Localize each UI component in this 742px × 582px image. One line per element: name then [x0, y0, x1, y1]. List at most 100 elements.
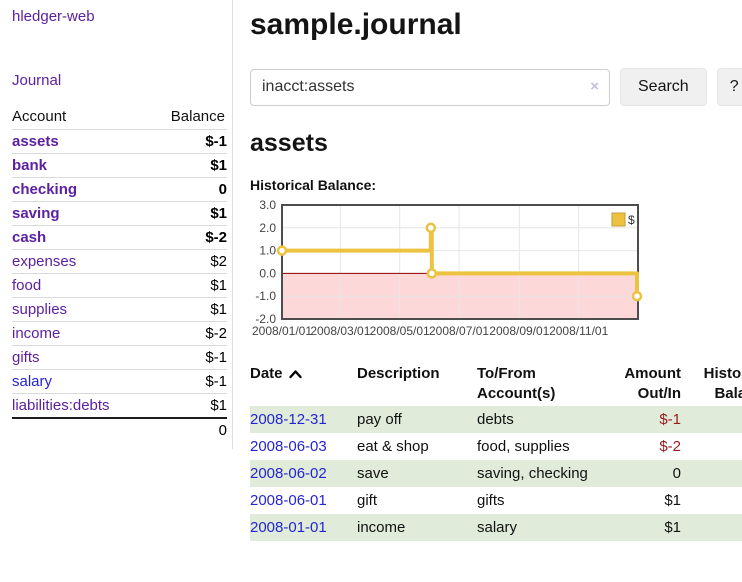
journal-nav-row: Journal: [12, 72, 232, 90]
transaction-amount-cell: $1: [664, 492, 681, 509]
transaction-date-cell: 2008-06-01: [250, 487, 357, 514]
sidebar-account-link[interactable]: cash: [12, 229, 47, 246]
transaction-amount-cell: 0: [672, 465, 681, 482]
account-row: expenses $2: [12, 249, 227, 274]
account-balance: 0: [148, 177, 227, 202]
transaction-date-link[interactable]: 2008-06-02: [250, 465, 327, 482]
search-form: × Search ?: [250, 68, 742, 106]
account-row: food $1: [12, 273, 227, 298]
sidebar-item-journal[interactable]: Journal: [12, 72, 62, 89]
transaction-description-cell: income: [357, 519, 406, 536]
transaction-description-cell: eat & shop: [357, 438, 429, 455]
accounts-balance-table: Account Balance assets $-1 bank $1 checking 0…: [12, 105, 227, 442]
transaction-balance-cell: $1: [683, 514, 742, 541]
sidebar-account-link[interactable]: checking: [12, 181, 78, 198]
accounts-total-row: 0: [12, 417, 227, 442]
transaction-row[interactable]: 2008-06-03 eat & shop food, supplies $-20: [250, 433, 742, 460]
sidebar-account-link[interactable]: liabilities:debts: [12, 397, 110, 414]
svg-text:2008/11/01: 2008/11/01: [549, 324, 608, 338]
account-balance: $-1: [148, 129, 227, 154]
account-balance: $1: [148, 273, 227, 298]
register-header-description: Description: [357, 365, 440, 382]
account-name-cell: expenses: [12, 249, 149, 274]
account-balance: $1: [148, 201, 227, 226]
account-row: checking 0: [12, 177, 227, 202]
search-input[interactable]: [250, 68, 610, 106]
account-name-cell: cash: [12, 225, 149, 250]
account-balance: $1: [148, 393, 227, 418]
sidebar: hledger-web Journal Account Balance asse…: [0, 0, 233, 449]
account-name-cell: gifts: [12, 345, 149, 370]
account-balance: $1: [148, 297, 227, 322]
sidebar-account-link[interactable]: food: [12, 277, 42, 294]
sidebar-account-link[interactable]: saving: [12, 205, 60, 222]
search-button[interactable]: Search: [620, 68, 707, 106]
sort-ascending-icon: [288, 370, 302, 379]
svg-text:1.0: 1.0: [259, 244, 276, 258]
account-heading: assets: [250, 129, 328, 157]
account-name-cell: bank: [12, 153, 149, 178]
account-name-cell: checking: [12, 177, 149, 202]
sidebar-account-link[interactable]: supplies: [12, 301, 68, 318]
transaction-amount-cell: $-1: [659, 411, 681, 428]
accounts-header-balance: Balance: [170, 108, 225, 125]
account-row: supplies $1: [12, 297, 227, 322]
account-balance: $-1: [148, 369, 227, 394]
transaction-date-link[interactable]: 2008-06-03: [250, 438, 327, 455]
svg-text:-2.0: -2.0: [255, 312, 276, 326]
account-name-cell: assets: [12, 129, 149, 154]
transaction-row[interactable]: 2008-06-02 save saving, checking 0$2: [250, 460, 742, 487]
sidebar-account-link[interactable]: bank: [12, 157, 48, 174]
accounts-total-value: 0: [148, 417, 227, 442]
account-balance: $-2: [148, 321, 227, 346]
account-name-cell: food: [12, 273, 149, 298]
transaction-accounts-cell: salary: [477, 519, 518, 536]
svg-text:2008/09/01: 2008/09/01: [489, 324, 549, 338]
transaction-description-cell: pay off: [357, 411, 402, 428]
sidebar-account-link[interactable]: assets: [12, 133, 59, 150]
transaction-balance-cell: $2: [683, 487, 742, 514]
sidebar-account-link[interactable]: gifts: [12, 349, 40, 366]
transaction-description-cell: save: [357, 465, 389, 482]
account-balance: $1: [148, 153, 227, 178]
clear-search-icon[interactable]: ×: [590, 77, 599, 95]
transaction-date-cell: 2008-06-03: [250, 433, 357, 460]
svg-text:2008/03/01: 2008/03/01: [310, 324, 370, 338]
transaction-accounts-cell: debts: [477, 411, 514, 428]
transaction-date-link[interactable]: 2008-01-01: [250, 519, 327, 536]
transaction-description-cell: gift: [357, 492, 378, 509]
chart-label: Historical Balance:: [250, 177, 377, 193]
search-help-button[interactable]: ?: [716, 68, 742, 106]
account-name-cell: income: [12, 321, 149, 346]
account-row: saving $1: [12, 201, 227, 226]
register-header-amount: Amount Out/In: [624, 365, 681, 402]
accounts-total-spacer: [12, 417, 149, 442]
accounts-header-row: Account Balance: [12, 105, 227, 130]
transaction-balance-cell: 0: [683, 433, 742, 460]
register-header-row: Date Description To/From Account(s) Amou…: [250, 362, 742, 406]
svg-text:2008/05/01: 2008/05/01: [370, 324, 430, 338]
register-header-date[interactable]: Date: [250, 362, 357, 406]
svg-text:$: $: [628, 213, 635, 227]
sidebar-account-link[interactable]: salary: [12, 373, 53, 390]
sidebar-account-link[interactable]: income: [12, 325, 61, 342]
sidebar-account-link[interactable]: expenses: [12, 253, 77, 270]
search-input-wrap: ×: [250, 68, 610, 106]
transaction-row[interactable]: 2008-06-01 gift gifts $1$2: [250, 487, 742, 514]
register-header-balance: Historical Balance: [703, 365, 742, 402]
transaction-accounts-cell: food, supplies: [477, 438, 570, 455]
account-name-cell: saving: [12, 201, 149, 226]
transaction-date-link[interactable]: 2008-12-31: [250, 411, 327, 428]
account-row: cash $-2: [12, 225, 227, 250]
svg-text:-1.0: -1.0: [255, 289, 276, 303]
main-content: sample.journal × Search ? assets Histori…: [233, 0, 742, 541]
transaction-date-link[interactable]: 2008-06-01: [250, 492, 327, 509]
transaction-row[interactable]: 2008-01-01 income salary $1$1: [250, 514, 742, 541]
svg-text:2008/01/01: 2008/01/01: [252, 324, 312, 338]
historical-balance-chart: $3.0 2.0 1.0 0.0 -1.0 -2.02008/01/012008/03/0…: [252, 200, 643, 338]
transaction-row[interactable]: 2008-12-31 pay off debts $-1$-1: [250, 406, 742, 433]
account-name-cell: liabilities:debts: [12, 393, 149, 418]
app-title-link[interactable]: hledger-web: [12, 8, 95, 25]
account-balance: $2: [148, 249, 227, 274]
